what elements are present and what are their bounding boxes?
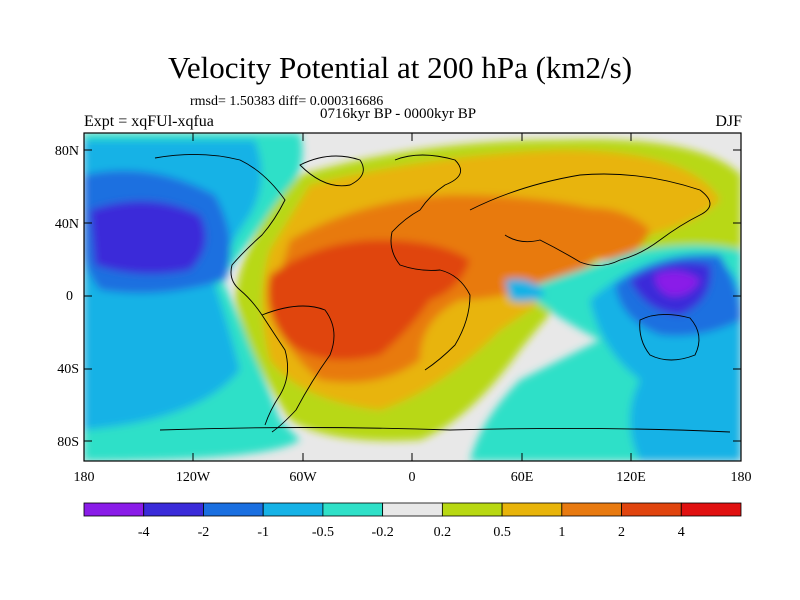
lat-label: 0 bbox=[66, 289, 73, 304]
lat-label: 40N bbox=[55, 217, 79, 232]
lon-label: 120E bbox=[616, 470, 646, 485]
colorbar-swatch bbox=[262, 502, 324, 517]
colorbar-swatch bbox=[143, 502, 204, 517]
colorbar-swatch bbox=[680, 502, 742, 517]
lat-label: 80N bbox=[55, 144, 79, 159]
colorbar-swatch bbox=[382, 502, 443, 517]
colorbar-label: -0.5 bbox=[312, 525, 334, 540]
lon-label: 0 bbox=[409, 470, 416, 485]
lon-label: 180 bbox=[731, 470, 752, 485]
colorbar-label: 1 bbox=[558, 525, 565, 540]
colorbar-swatch bbox=[441, 502, 503, 517]
colorbar-label: -2 bbox=[198, 525, 210, 540]
colorbar-swatch bbox=[203, 502, 264, 517]
colorbar: -4 -2 -1 -0.5 -0.2 0.2 0.5 1 2 4 bbox=[83, 502, 742, 540]
lon-label: 120W bbox=[176, 470, 211, 485]
lat-label: 80S bbox=[57, 435, 79, 450]
colorbar-swatch bbox=[501, 502, 563, 517]
colorbar-label: -1 bbox=[257, 525, 269, 540]
colorbar-label: 2 bbox=[618, 525, 625, 540]
lon-label: 60E bbox=[511, 470, 534, 485]
latitude-axis: 80N 40N 0 40S 80S bbox=[55, 144, 741, 450]
stats-line: rmsd= 1.50383 diff= 0.000316686 bbox=[190, 94, 384, 109]
coastlines bbox=[154, 154, 731, 433]
experiment-label: Expt = xqFUl-xqfua bbox=[84, 113, 214, 130]
season-label: DJF bbox=[715, 113, 742, 130]
colorbar-label: 4 bbox=[678, 525, 685, 540]
lon-label: 180 bbox=[74, 470, 95, 485]
period-label: 0716kyr BP - 0000kyr BP bbox=[320, 106, 477, 122]
colorbar-label: 0.5 bbox=[493, 525, 511, 540]
longitude-axis: 180 120W 60W 0 60E 120E 180 bbox=[74, 133, 752, 485]
contour-field bbox=[84, 133, 741, 461]
colorbar-swatch bbox=[561, 502, 622, 517]
colorbar-swatch bbox=[322, 502, 384, 517]
colorbar-label: -0.2 bbox=[372, 525, 394, 540]
plot-title: Velocity Potential at 200 hPa (km2/s) bbox=[167, 50, 633, 85]
colorbar-label: -4 bbox=[138, 525, 150, 540]
lat-label: 40S bbox=[57, 362, 79, 377]
colorbar-swatch bbox=[83, 502, 145, 517]
colorbar-label: 0.2 bbox=[434, 525, 452, 540]
colorbar-swatch bbox=[621, 502, 682, 517]
lon-label: 60W bbox=[289, 470, 317, 485]
